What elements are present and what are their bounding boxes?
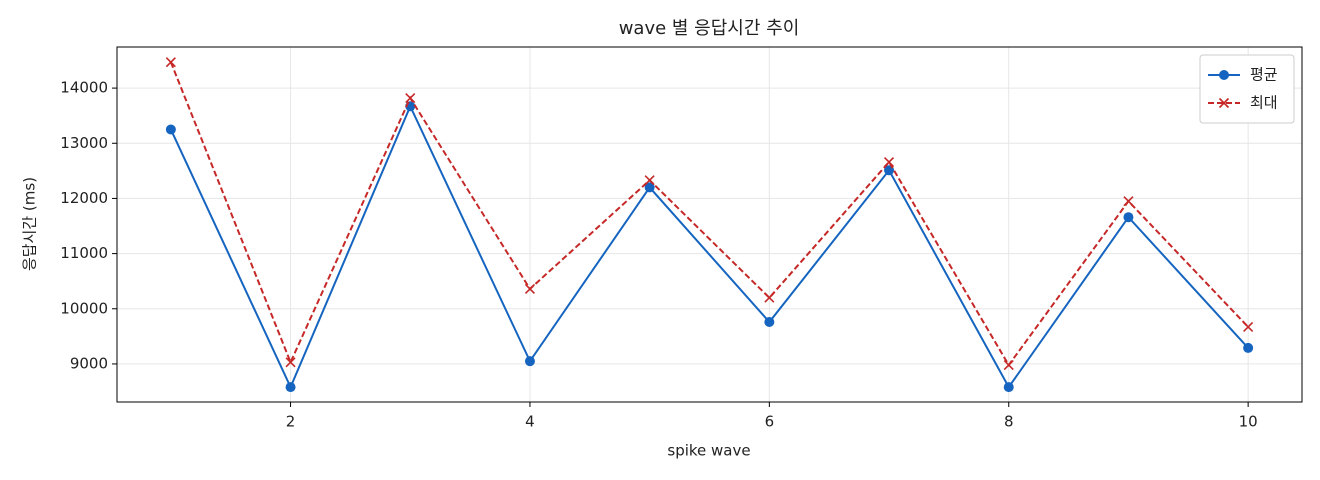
y-tick-label: 12000 bbox=[60, 189, 108, 207]
marker bbox=[524, 356, 535, 367]
legend-box bbox=[1199, 54, 1295, 124]
marker bbox=[165, 57, 176, 68]
series-line bbox=[169, 61, 1249, 367]
marker bbox=[883, 156, 895, 168]
marker bbox=[1218, 97, 1230, 109]
marker bbox=[1123, 196, 1134, 207]
marker bbox=[764, 317, 775, 328]
marker bbox=[1243, 321, 1254, 333]
x-tick-label: 6 bbox=[765, 413, 775, 431]
marker bbox=[644, 175, 655, 186]
legend-label: 평균 bbox=[1250, 66, 1278, 84]
marker bbox=[1219, 70, 1229, 80]
marker bbox=[764, 292, 775, 303]
series-line bbox=[169, 103, 1249, 390]
marker bbox=[1123, 212, 1134, 223]
x-tick-label: 2 bbox=[286, 413, 296, 431]
x-tick-label: 10 bbox=[1239, 413, 1258, 431]
marker bbox=[524, 283, 536, 294]
marker bbox=[285, 357, 296, 368]
marker bbox=[1003, 382, 1014, 393]
marker bbox=[285, 382, 296, 393]
y-tick-label: 13000 bbox=[60, 134, 108, 152]
y-axis-label: 응답시간 (ms) bbox=[21, 177, 39, 271]
marker bbox=[1243, 342, 1254, 353]
legend-label: 최대 bbox=[1250, 94, 1278, 112]
chart-title: wave 별 응답시간 추이 bbox=[619, 18, 800, 39]
x-tick-label: 8 bbox=[1004, 413, 1014, 431]
y-tick-label: 9000 bbox=[70, 354, 108, 372]
x-tick-label: 4 bbox=[525, 413, 535, 431]
x-axis-label: spike wave bbox=[667, 442, 750, 460]
marker bbox=[405, 92, 416, 104]
marker bbox=[1003, 359, 1014, 371]
plot-frame bbox=[116, 46, 1303, 403]
y-tick-label: 14000 bbox=[60, 79, 108, 97]
marker bbox=[165, 124, 176, 135]
y-tick-label: 11000 bbox=[60, 244, 108, 262]
marker bbox=[644, 182, 655, 193]
y-tick-label: 10000 bbox=[60, 299, 108, 317]
